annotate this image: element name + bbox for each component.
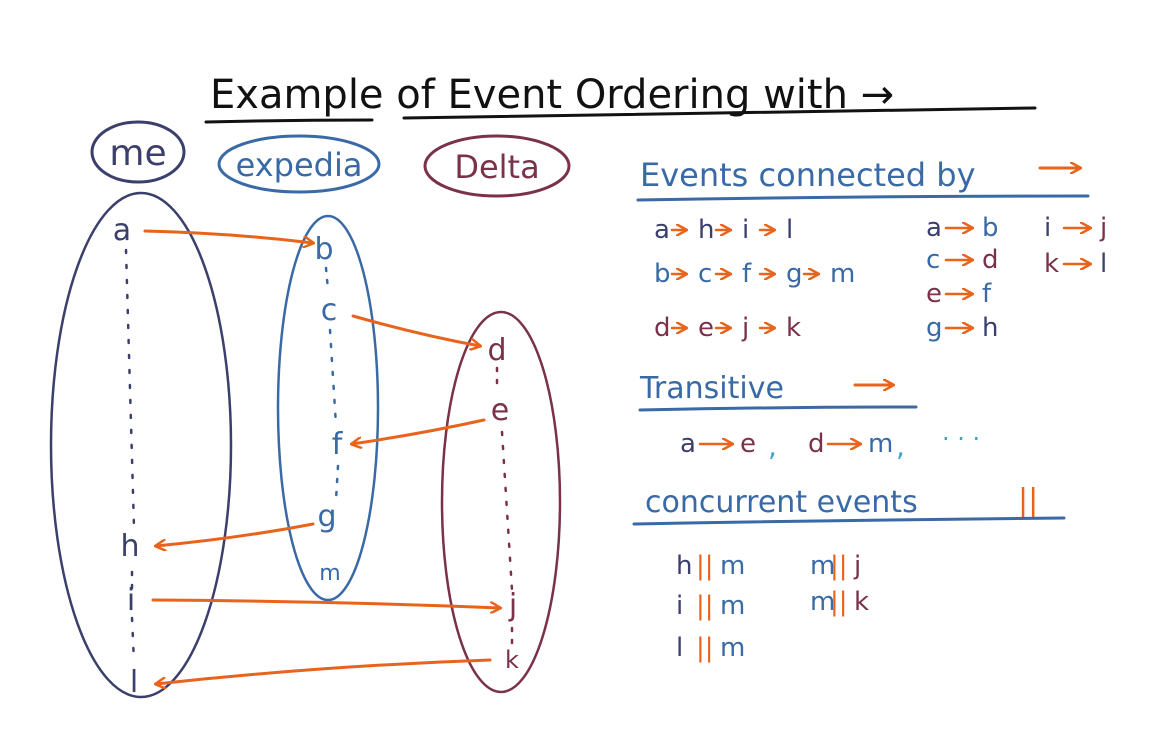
me-label-ring (90, 120, 186, 184)
transitive-event: d (808, 429, 825, 459)
event-h: h (120, 529, 139, 564)
transitive-items: a e, d m, (680, 429, 905, 463)
page-title: Example of Event Ordering with → (210, 72, 894, 118)
transitive-event: e (740, 429, 756, 459)
delta-timeline-dots-2 (500, 430, 514, 592)
pair-event: i (1044, 213, 1051, 243)
chain-event: j (741, 313, 749, 343)
pair-event: h (982, 313, 998, 343)
event-i: i (127, 583, 135, 618)
connected-pairs-col2: i j k l (1044, 213, 1107, 279)
pair-event: d (982, 245, 999, 275)
chain-event: d (654, 313, 671, 343)
delta-label: Delta (454, 148, 539, 186)
expedia-timeline-dots-3 (334, 464, 340, 502)
chain-event: m (830, 259, 855, 289)
event-l: l (130, 665, 138, 700)
pair-event: h (676, 551, 692, 581)
chain-event: b (654, 259, 671, 289)
connected-heading-underline (636, 194, 1090, 202)
concurrent-heading: concurrent events (645, 485, 918, 520)
concurrent-heading-symbol: || (1018, 483, 1038, 518)
event-d: d (487, 333, 506, 368)
pair-event: a (926, 213, 942, 243)
pair-event: m (810, 587, 835, 617)
event-j: j (508, 588, 517, 623)
pair-event: j (1099, 213, 1107, 243)
chain-event: i (742, 215, 749, 245)
concurrent-pairs-col1: h || mi || ml || m (676, 551, 745, 663)
message-arrow-i-j (151, 598, 500, 608)
pair-event: j (853, 551, 861, 581)
pair-event: m (720, 591, 745, 621)
pair-event: b (982, 213, 999, 243)
transitive-event: m (868, 429, 893, 459)
pair-event: k (854, 587, 869, 617)
concurrent-symbol: || (830, 551, 848, 581)
expedia-timeline-ellipse (276, 214, 380, 602)
me-timeline-dots-1 (124, 248, 136, 530)
chain-event: l (786, 215, 793, 245)
transitive-comma: , (896, 430, 905, 463)
event-b: b (314, 232, 333, 267)
transitive-heading: Transitive (639, 371, 784, 406)
transitive-comma: , (768, 430, 777, 463)
chain-event: a (654, 215, 670, 245)
event-m: m (319, 561, 340, 586)
event-g: g (317, 499, 336, 534)
connected-chains: a h i l b c f g m d e j k (654, 215, 855, 343)
pair-event: c (926, 245, 940, 275)
chain-event: h (698, 215, 714, 245)
message-arrow-c-d (351, 314, 480, 346)
chain-event: e (698, 313, 714, 343)
pair-event: i (676, 591, 683, 621)
pair-event: m (720, 551, 745, 581)
chain-event: k (786, 313, 801, 343)
pair-event: e (926, 279, 942, 309)
chain-event: f (742, 259, 752, 289)
expedia-timeline-dots-1 (324, 266, 330, 292)
pair-event: f (982, 279, 992, 309)
delta-label-ring (423, 134, 571, 198)
pair-event: k (1044, 249, 1059, 279)
concurrent-heading-underline (632, 516, 1066, 526)
delta-timeline-ellipse (440, 310, 562, 694)
transitive-heading-underline (638, 405, 918, 412)
pair-event: l (1100, 249, 1107, 279)
concurrent-symbol: || (696, 591, 714, 621)
event-e: e (491, 393, 509, 428)
title-underline-1 (204, 118, 374, 124)
chain-event: c (698, 259, 712, 289)
message-arrow-g-h (156, 522, 315, 546)
pair-event: g (926, 313, 943, 343)
concurrent-symbol: || (830, 587, 848, 617)
pair-event: m (720, 633, 745, 663)
event-k: k (505, 646, 519, 674)
concurrent-symbol: || (696, 551, 714, 581)
message-arrow-e-f (352, 418, 486, 444)
message-arrow-a-b (143, 229, 313, 243)
pair-event: l (676, 633, 683, 663)
event-c: c (321, 293, 338, 328)
concurrent-symbol: || (696, 633, 714, 663)
transitive-event: a (680, 429, 696, 459)
chain-event: g (786, 259, 803, 289)
expedia-timeline-dots-2 (328, 328, 338, 427)
connected-heading: Events connected by (640, 156, 976, 194)
event-f: f (332, 427, 344, 462)
expedia-label: expedia (236, 146, 363, 184)
me-label: me (109, 133, 166, 174)
me-timeline-dots-3 (130, 616, 136, 664)
connected-pairs-col1: a b c d e f g h (926, 213, 999, 343)
concurrent-pairs-col2: m|| jm|| k (810, 551, 869, 617)
message-arrow-k-l (156, 658, 492, 684)
transitive-ellipsis: . . . (942, 418, 980, 446)
event-a: a (113, 213, 131, 248)
pair-event: m (810, 551, 835, 581)
expedia-label-ring (217, 134, 381, 194)
me-timeline-ellipse (49, 191, 233, 699)
title-underline-2 (402, 106, 1037, 120)
